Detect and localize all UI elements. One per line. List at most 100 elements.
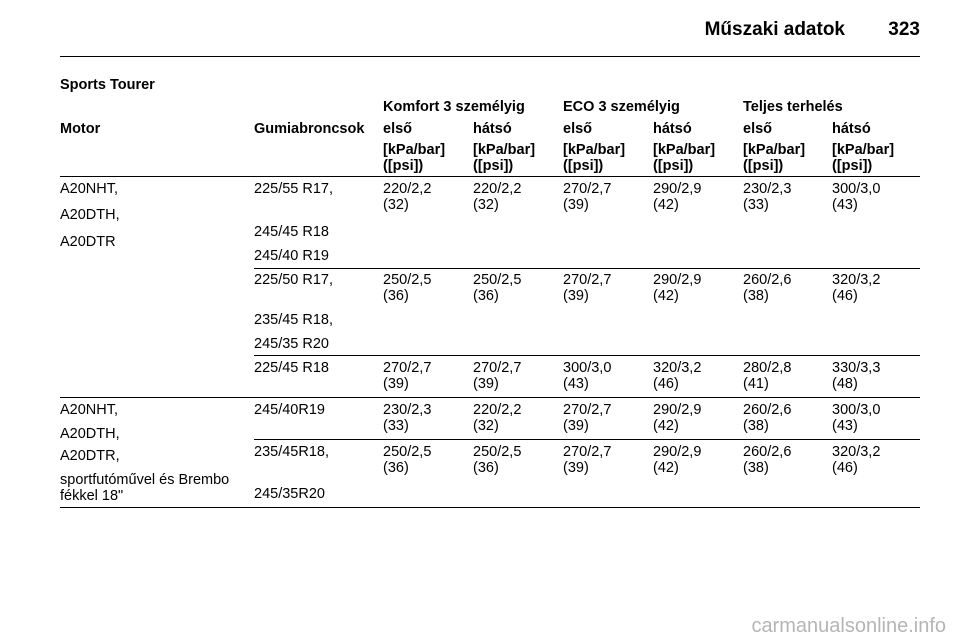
unit-kpa: [kPa/bar] — [832, 142, 895, 158]
unit-psi: ([psi]) — [653, 158, 694, 174]
tyre-cell: 245/40 R19 — [254, 248, 329, 264]
value-cell: 260/2,6 — [743, 272, 792, 288]
value-cell: (38) — [743, 288, 769, 304]
tyre-cell: 225/45 R18 — [254, 360, 329, 376]
col-teljes-rear: hátsó — [832, 121, 871, 137]
value-cell: (32) — [473, 197, 499, 213]
value-cell: 290/2,9 — [653, 402, 702, 418]
unit-kpa: [kPa/bar] — [473, 142, 536, 158]
value-cell: 290/2,9 — [653, 272, 702, 288]
value-cell: (36) — [383, 460, 409, 476]
value-cell: 330/3,3 — [832, 360, 881, 376]
section-title: Sports Tourer — [60, 77, 155, 93]
value-cell: (36) — [473, 288, 499, 304]
tyre-cell: 245/35 R20 — [254, 336, 329, 352]
value-cell: (42) — [653, 288, 679, 304]
value-cell: (48) — [832, 376, 858, 392]
value-cell: (46) — [832, 460, 858, 476]
value-cell: (42) — [653, 197, 679, 213]
col-tyres: Gumiabroncsok — [254, 121, 365, 137]
row-divider — [254, 268, 920, 269]
value-cell: 290/2,9 — [653, 181, 702, 197]
motor-cell: A20DTR, — [60, 448, 120, 464]
value-cell: 250/2,5 — [383, 272, 432, 288]
col-eco-front: első — [563, 121, 593, 137]
row-divider — [254, 355, 920, 356]
unit-psi: ([psi]) — [383, 158, 424, 174]
tyre-cell: 225/55 R17, — [254, 181, 334, 197]
unit-psi: ([psi]) — [563, 158, 604, 174]
tyre-cell: 245/35R20 — [254, 486, 325, 502]
col-motor: Motor — [60, 121, 101, 137]
value-cell: 250/2,5 — [383, 444, 432, 460]
unit-kpa: [kPa/bar] — [563, 142, 626, 158]
value-cell: (39) — [563, 288, 589, 304]
col-komfort-rear: hátsó — [473, 121, 512, 137]
value-cell: 270/2,7 — [563, 444, 612, 460]
value-cell: (32) — [383, 197, 409, 213]
value-cell: 220/2,2 — [473, 402, 522, 418]
value-cell: 270/2,7 — [473, 360, 522, 376]
value-cell: (43) — [832, 197, 858, 213]
unit-kpa: [kPa/bar] — [743, 142, 806, 158]
value-cell: 270/2,7 — [383, 360, 432, 376]
motor-cell: A20DTH, — [60, 426, 120, 442]
value-cell: (39) — [563, 197, 589, 213]
value-cell: 300/3,0 — [832, 181, 881, 197]
value-cell: (32) — [473, 418, 499, 434]
row-divider — [60, 397, 920, 398]
header-bottom-rule — [60, 176, 920, 177]
value-cell: (42) — [653, 418, 679, 434]
value-cell: (43) — [832, 418, 858, 434]
value-cell: 230/2,3 — [743, 181, 792, 197]
value-cell: (39) — [383, 376, 409, 392]
value-cell: 270/2,7 — [563, 402, 612, 418]
value-cell: (46) — [653, 376, 679, 392]
value-cell: (42) — [653, 460, 679, 476]
value-cell: 320/3,2 — [832, 444, 881, 460]
watermark: carmanualsonline.info — [751, 615, 946, 637]
value-cell: 250/2,5 — [473, 444, 522, 460]
value-cell: 260/2,6 — [743, 444, 792, 460]
value-cell: (43) — [563, 376, 589, 392]
value-cell: 320/3,2 — [653, 360, 702, 376]
value-cell: 250/2,5 — [473, 272, 522, 288]
value-cell: 220/2,2 — [473, 181, 522, 197]
unit-psi: ([psi]) — [743, 158, 784, 174]
page-number: 323 — [888, 19, 920, 40]
page-title: Műszaki adatok — [704, 19, 845, 40]
value-cell: (36) — [383, 288, 409, 304]
motor-cell: sportfutóművel és Brembo — [60, 472, 230, 488]
value-cell: (39) — [473, 376, 499, 392]
value-cell: 230/2,3 — [383, 402, 432, 418]
tyre-cell: 235/45R18, — [254, 444, 329, 460]
motor-cell: A20DTR — [60, 234, 116, 250]
col-komfort-front: első — [383, 121, 413, 137]
tyre-cell: 235/45 R18, — [254, 312, 334, 328]
unit-psi: ([psi]) — [832, 158, 873, 174]
value-cell: 220/2,2 — [383, 181, 432, 197]
motor-cell: fékkel 18" — [60, 488, 124, 504]
tyre-cell: 225/50 R17, — [254, 272, 334, 288]
unit-psi: ([psi]) — [473, 158, 514, 174]
motor-cell: A20NHT, — [60, 181, 119, 197]
unit-kpa: [kPa/bar] — [653, 142, 716, 158]
group-eco: ECO 3 személyig — [563, 99, 680, 115]
value-cell: (36) — [473, 460, 499, 476]
value-cell: (46) — [832, 288, 858, 304]
value-cell: (41) — [743, 376, 769, 392]
value-cell: (38) — [743, 460, 769, 476]
value-cell: 320/3,2 — [832, 272, 881, 288]
tyre-cell: 245/45 R18 — [254, 224, 329, 240]
tyre-cell: 245/40R19 — [254, 402, 325, 418]
value-cell: 300/3,0 — [832, 402, 881, 418]
value-cell: (39) — [563, 418, 589, 434]
motor-cell: A20DTH, — [60, 207, 120, 223]
value-cell: 260/2,6 — [743, 402, 792, 418]
header-rule — [60, 56, 920, 57]
unit-kpa: [kPa/bar] — [383, 142, 446, 158]
motor-cell: A20NHT, — [60, 402, 119, 418]
group-teljes: Teljes terhelés — [743, 99, 843, 115]
value-cell: 290/2,9 — [653, 444, 702, 460]
value-cell: 300/3,0 — [563, 360, 612, 376]
